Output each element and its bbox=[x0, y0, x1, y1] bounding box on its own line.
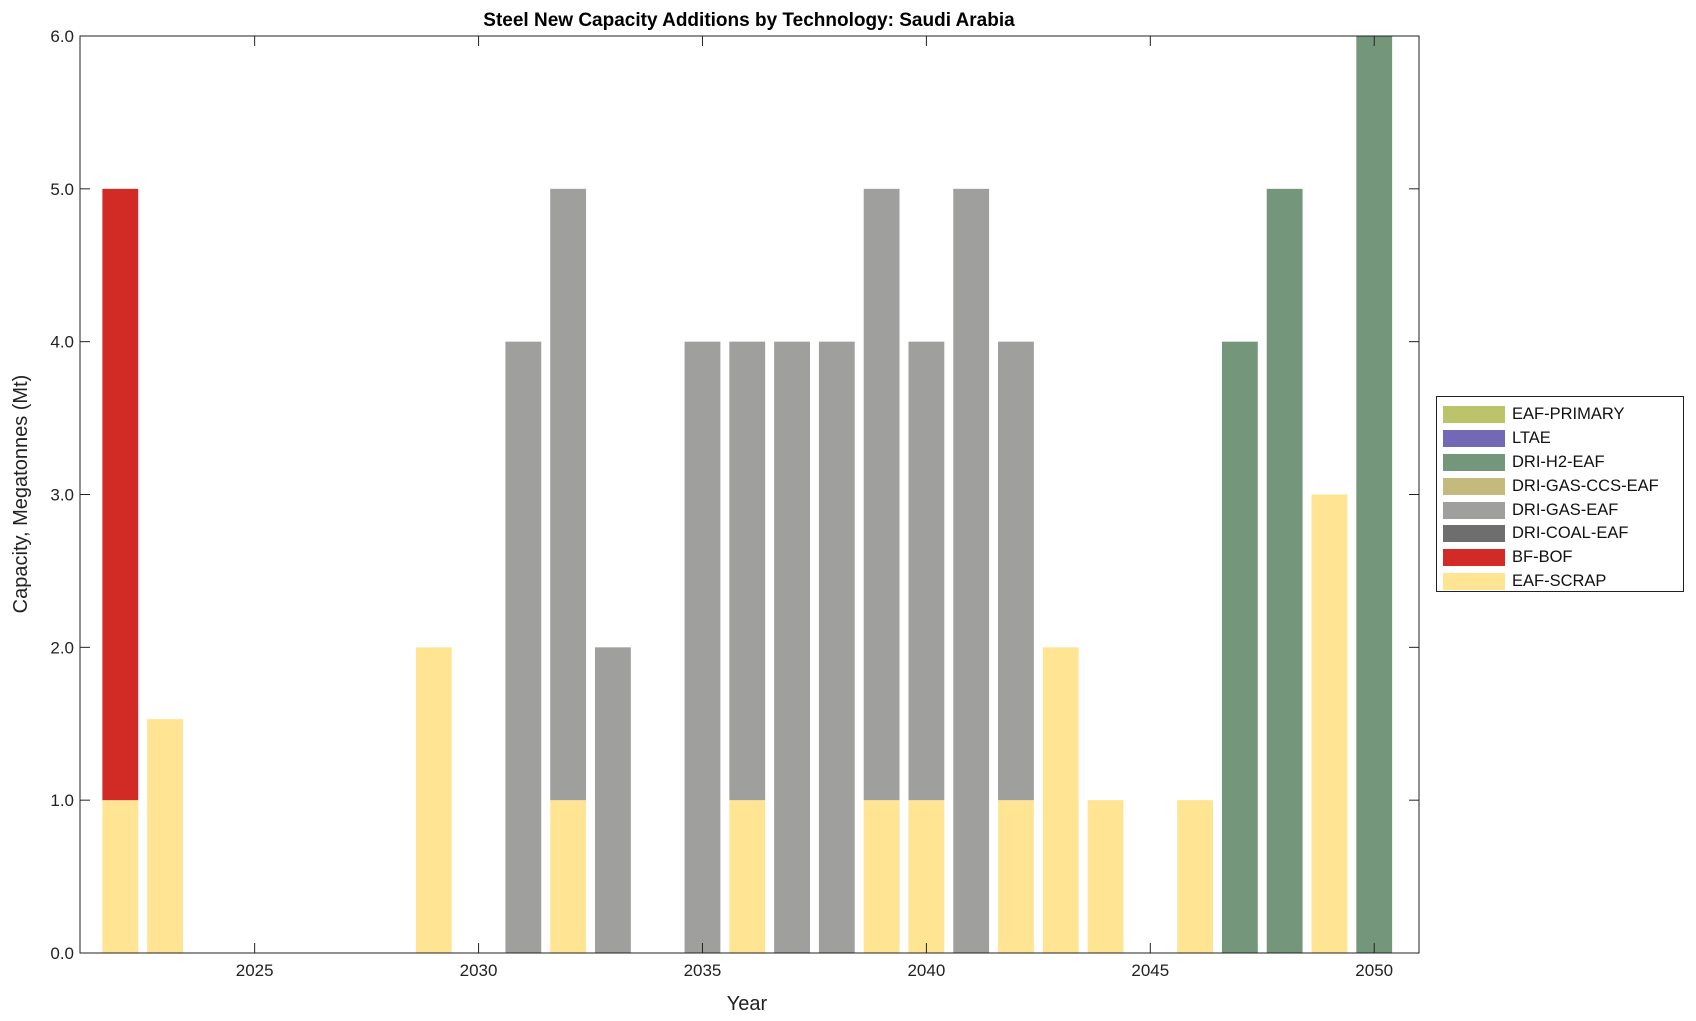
bar-eaf-scrap-2043 bbox=[1042, 647, 1079, 953]
legend-item: EAF-PRIMARY bbox=[1443, 403, 1677, 427]
y-axis-label: Capacity, Megatonnes (Mt) bbox=[10, 375, 32, 614]
legend-item: DRI-COAL-EAF bbox=[1443, 522, 1677, 546]
legend-item: BF-BOF bbox=[1443, 546, 1677, 570]
y-tick-label: 4.0 bbox=[50, 333, 74, 352]
bar-dri-h2-eaf-2047 bbox=[1221, 341, 1258, 954]
y-tick-label: 1.0 bbox=[50, 791, 74, 810]
bar-dri-gas-eaf-2042 bbox=[998, 341, 1034, 801]
y-tick-label: 5.0 bbox=[50, 180, 74, 199]
x-tick-label: 2050 bbox=[1355, 961, 1393, 980]
y-tick-label: 6.0 bbox=[50, 27, 74, 46]
legend-swatch bbox=[1443, 549, 1505, 567]
x-tick-label: 2035 bbox=[684, 961, 722, 980]
bar-eaf-scrap-2040 bbox=[908, 800, 945, 953]
bar-eaf-scrap-2036 bbox=[729, 800, 766, 953]
x-axis-label: Year bbox=[727, 993, 768, 1015]
bar-dri-h2-eaf-2050 bbox=[1356, 36, 1393, 953]
bar-dri-gas-eaf-2033 bbox=[595, 647, 631, 953]
legend-label: EAF-PRIMARY bbox=[1512, 405, 1625, 424]
legend-swatch bbox=[1443, 453, 1505, 471]
bar-dri-gas-eaf-2032 bbox=[550, 188, 587, 801]
legend-item: DRI-GAS-CCS-EAF bbox=[1443, 474, 1677, 498]
x-tick-label: 2025 bbox=[236, 961, 274, 980]
legend-swatch bbox=[1443, 406, 1505, 424]
y-tick-label: 3.0 bbox=[50, 486, 74, 505]
bar-dri-h2-eaf-2048 bbox=[1266, 188, 1303, 954]
x-tick-label: 2030 bbox=[460, 961, 498, 980]
y-tick-label: 2.0 bbox=[50, 638, 74, 657]
bar-eaf-scrap-2044 bbox=[1087, 800, 1124, 953]
legend-swatch bbox=[1443, 525, 1505, 543]
y-tick-label: 0.0 bbox=[50, 944, 74, 963]
bars bbox=[102, 36, 1393, 954]
legend-label: LTAE bbox=[1512, 429, 1551, 448]
bar-eaf-scrap-2049 bbox=[1311, 494, 1348, 953]
chart-title: Steel New Capacity Additions by Technolo… bbox=[483, 10, 1015, 31]
x-tick-label: 2045 bbox=[1131, 961, 1169, 980]
bar-eaf-scrap-2042 bbox=[998, 800, 1034, 953]
legend-swatch bbox=[1443, 477, 1505, 495]
legend-item: LTAE bbox=[1443, 427, 1677, 451]
legend-item: EAF-SCRAP bbox=[1443, 570, 1677, 594]
bar-eaf-scrap-2022 bbox=[102, 800, 139, 953]
bar-dri-gas-eaf-2039 bbox=[863, 188, 900, 801]
legend: EAF-PRIMARY LTAE DRI-H2-EAF DRI-GAS-CCS-EAF… bbox=[1436, 396, 1684, 592]
bar-eaf-scrap-2039 bbox=[863, 800, 900, 953]
legend-swatch bbox=[1443, 572, 1505, 590]
bar-dri-gas-eaf-2040 bbox=[908, 341, 945, 801]
legend-swatch bbox=[1443, 501, 1505, 519]
bar-dri-gas-eaf-2036 bbox=[729, 341, 766, 801]
bar-dri-gas-eaf-2038 bbox=[818, 341, 855, 954]
bar-dri-gas-eaf-2041 bbox=[953, 188, 990, 954]
legend-item: DRI-H2-EAF bbox=[1443, 451, 1677, 475]
bar-bf-bof-2022 bbox=[102, 188, 139, 801]
x-tick-label: 2040 bbox=[907, 961, 945, 980]
bar-dri-gas-eaf-2035 bbox=[684, 341, 721, 954]
bar-eaf-scrap-2023 bbox=[147, 719, 183, 953]
legend-label: DRI-COAL-EAF bbox=[1512, 524, 1629, 543]
legend-swatch bbox=[1443, 430, 1505, 448]
legend-label: DRI-H2-EAF bbox=[1512, 452, 1605, 471]
legend-label: DRI-GAS-EAF bbox=[1512, 500, 1619, 519]
bar-eaf-scrap-2046 bbox=[1177, 800, 1213, 953]
bar-eaf-scrap-2032 bbox=[550, 800, 587, 953]
legend-label: DRI-GAS-CCS-EAF bbox=[1512, 476, 1659, 495]
ticks: 2025 2030 2035 2040 2045 2050 0.0 1.0 2.0 3.0 4.0 5… bbox=[50, 27, 1419, 980]
bar-eaf-scrap-2029 bbox=[415, 647, 452, 953]
legend-label: BF-BOF bbox=[1512, 548, 1573, 567]
legend-item: DRI-GAS-EAF bbox=[1443, 498, 1677, 522]
legend-label: EAF-SCRAP bbox=[1512, 571, 1607, 590]
bar-dri-gas-eaf-2037 bbox=[774, 341, 810, 954]
bar-dri-gas-eaf-2031 bbox=[505, 341, 542, 954]
